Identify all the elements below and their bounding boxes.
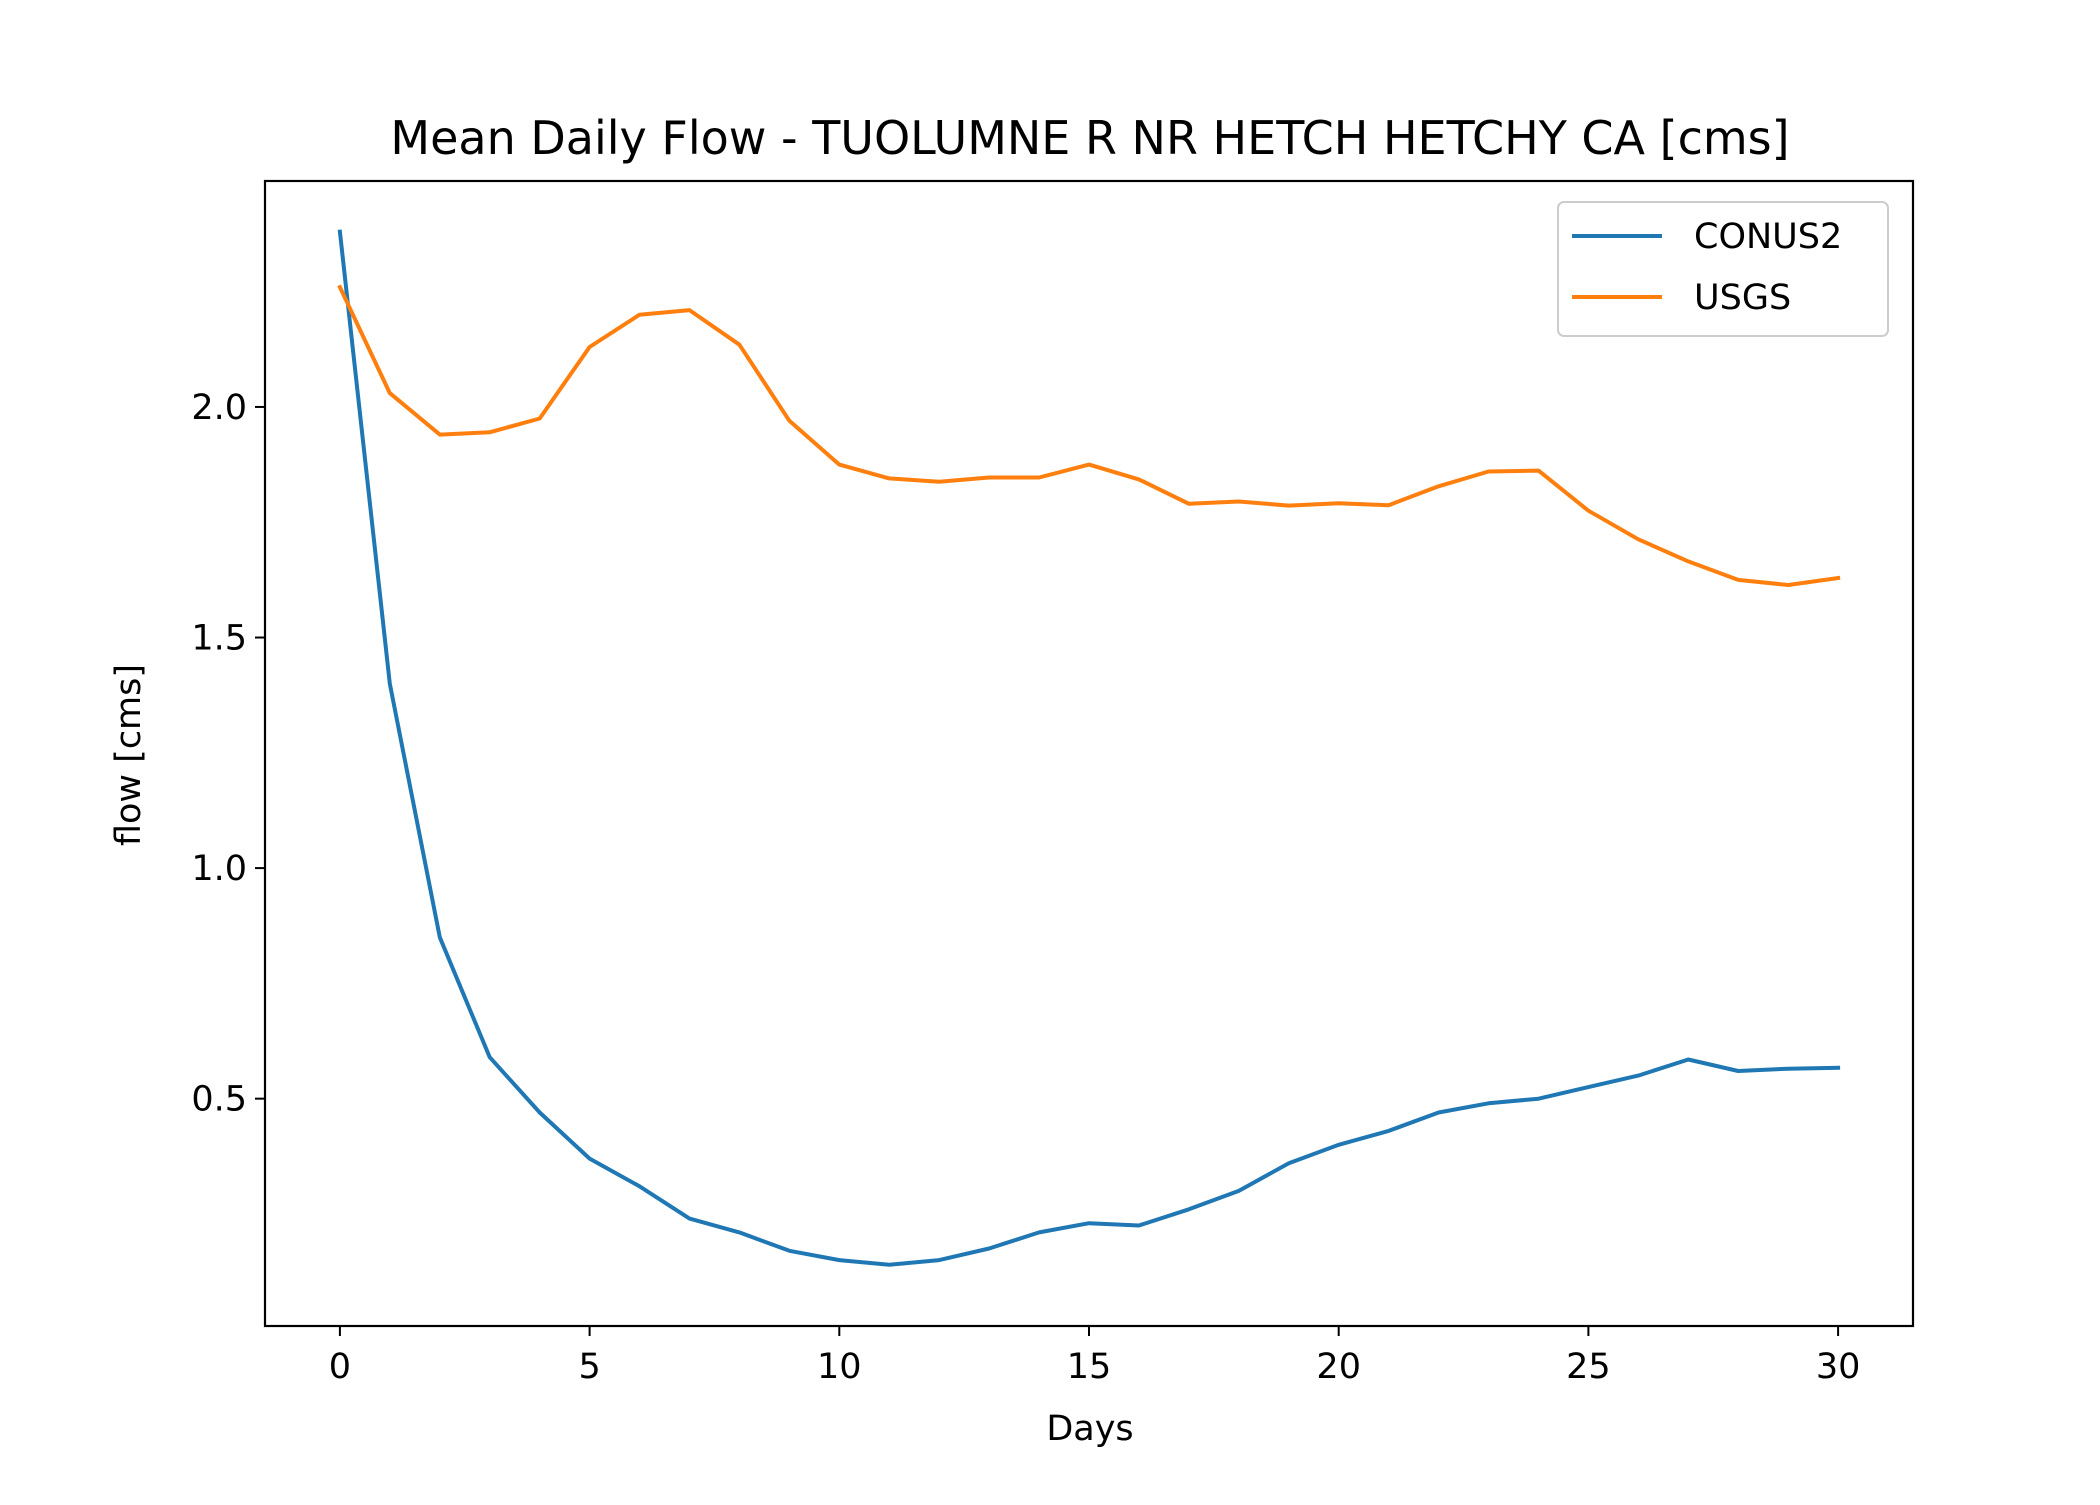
x-tick-label: 30	[1816, 1347, 1861, 1387]
y-tick-label: 0.5	[191, 1080, 247, 1120]
x-tick-label: 25	[1566, 1347, 1611, 1387]
x-tick-label: 20	[1316, 1347, 1361, 1387]
x-axis-label: Days	[1046, 1409, 1133, 1449]
legend: CONUS2 USGS	[1557, 201, 1889, 337]
legend-label: CONUS2	[1694, 217, 1842, 257]
x-tick-label: 10	[817, 1347, 862, 1387]
y-tick-label: 2.0	[191, 388, 247, 428]
x-tick-label: 0	[329, 1347, 351, 1387]
chart-title: Mean Daily Flow - TUOLUMNE R NR HETCH HE…	[390, 111, 1789, 165]
plot-area	[337, 229, 1841, 1267]
y-axis-label: flow [cms]	[109, 664, 149, 846]
legend-label: USGS	[1694, 278, 1791, 318]
series-line-conus2	[337, 229, 1841, 1267]
x-tick-label: 15	[1067, 1347, 1112, 1387]
x-axis: 0 5 10 15 20 25 30	[329, 1326, 1861, 1387]
y-tick-label: 1.0	[191, 849, 247, 889]
x-tick-label: 5	[578, 1347, 600, 1387]
y-tick-label: 1.5	[191, 619, 247, 659]
y-axis: 0.5 1.0 1.5 2.0	[191, 388, 265, 1120]
series-line-usgs	[337, 284, 1841, 587]
